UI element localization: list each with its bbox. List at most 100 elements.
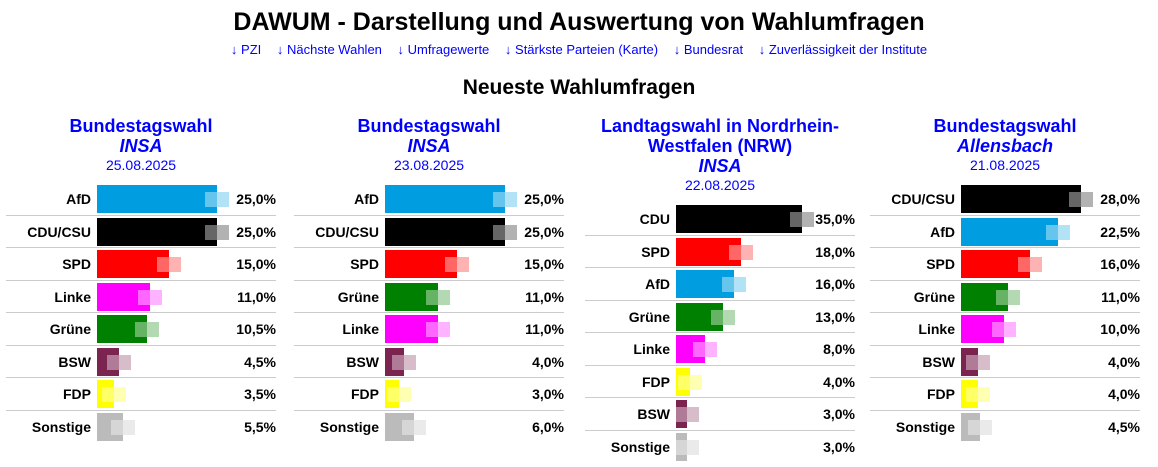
error-margin-outer xyxy=(437,289,450,305)
error-margin-inner xyxy=(425,289,438,305)
result-value: 11,0% xyxy=(525,321,564,337)
party-label: FDP xyxy=(63,386,91,402)
result-value: 11,0% xyxy=(1101,288,1140,305)
party-label: BSW xyxy=(922,353,955,370)
result-value: 10,5% xyxy=(236,321,276,337)
result-value: 25,0% xyxy=(524,191,564,207)
poll-date: 23.08.2025 xyxy=(393,157,465,173)
poll-date: 25.08.2025 xyxy=(105,157,177,173)
result-bar xyxy=(676,205,802,233)
nav-link-pzi[interactable]: ↓ PZI xyxy=(230,42,262,57)
result-row: CDU/CSU 25,0% xyxy=(294,216,564,248)
error-margin-outer xyxy=(437,322,450,337)
party-label: FDP xyxy=(642,373,670,390)
party-label: BSW xyxy=(637,406,670,422)
party-label: AfD xyxy=(66,191,91,207)
poll-title: Landtagswahl in Nordrhein-Westfalen (NRW… xyxy=(600,116,839,156)
result-row: Sonstige 3,0% xyxy=(585,431,855,463)
result-bar xyxy=(961,380,979,408)
result-value: 25,0% xyxy=(236,223,276,240)
result-bar xyxy=(961,412,981,441)
error-margin-outer xyxy=(118,354,131,370)
error-margin-outer xyxy=(722,309,735,325)
result-value: 15,0% xyxy=(236,256,276,272)
result-value: 18,0% xyxy=(815,243,855,260)
poll-title-link[interactable]: Landtagswahl in Nordrhein-Westfalen (NRW… xyxy=(585,116,855,176)
error-margin-outer xyxy=(149,289,162,305)
error-margin-outer xyxy=(978,387,991,402)
result-bar xyxy=(385,412,414,441)
result-bar xyxy=(385,217,505,246)
error-margin-outer xyxy=(740,244,753,260)
nav-link-bundesrat[interactable]: ↓ Bundesrat xyxy=(673,42,744,57)
party-label: CDU/CSU xyxy=(891,191,955,207)
result-bar xyxy=(385,185,505,213)
error-margin-outer xyxy=(1081,192,1094,207)
result-row: AfD 16,0% xyxy=(585,268,855,301)
result-value: 4,0% xyxy=(532,353,564,370)
error-margin-inner xyxy=(157,257,169,272)
error-margin-outer xyxy=(1003,322,1016,337)
result-row: CDU/CSU 25,0% xyxy=(6,216,276,248)
result-bar xyxy=(676,400,687,428)
party-label: AfD xyxy=(930,223,955,240)
result-value: 4,0% xyxy=(1108,386,1140,402)
party-label: CDU/CSU xyxy=(27,223,91,240)
result-value: 6,0% xyxy=(532,418,564,435)
error-margin-outer xyxy=(169,257,181,272)
poll-results: AfD 25,0% CDU/CSU 25,0% SPD 15,0% Linke … xyxy=(6,183,276,442)
poll-results: AfD 25,0% CDU/CSU 25,0% SPD 15,0% Grüne … xyxy=(294,183,564,442)
result-bar xyxy=(97,217,217,246)
poll-card: Landtagswahl in Nordrhein-Westfalen (NRW… xyxy=(585,116,855,462)
error-margin-inner xyxy=(392,354,405,370)
error-margin-inner xyxy=(710,309,723,325)
poll-title-link[interactable]: Bundestagswahl INSA xyxy=(294,116,564,156)
poll-date: 22.08.2025 xyxy=(684,177,756,193)
nav-link-poll-values[interactable]: ↓ Umfragewerte xyxy=(397,42,490,57)
result-bar xyxy=(97,315,148,343)
result-row: SPD 15,0% xyxy=(6,248,276,281)
result-row: FDP 3,0% xyxy=(294,378,564,411)
party-label: Linke xyxy=(342,321,379,337)
result-bar xyxy=(676,270,734,298)
party-label: AfD xyxy=(354,191,379,207)
poll-institute: INSA xyxy=(119,136,163,156)
result-value: 11,0% xyxy=(237,288,276,305)
poll-results: CDU 35,0% SPD 18,0% AfD 16,0% Grüne 13,0… xyxy=(585,203,855,462)
error-margin-outer xyxy=(217,224,229,240)
result-bar xyxy=(676,237,741,266)
error-margin-outer xyxy=(399,387,412,402)
result-bar xyxy=(97,380,114,408)
result-row: BSW 4,0% xyxy=(294,346,564,378)
result-value: 25,0% xyxy=(524,223,564,240)
error-margin-inner xyxy=(111,419,124,435)
result-row: AfD 22,5% xyxy=(870,216,1140,248)
error-margin-inner xyxy=(401,419,414,435)
party-label: CDU/CSU xyxy=(315,223,379,240)
nav-link-strongest-parties-map[interactable]: ↓ Stärkste Parteien (Karte) xyxy=(504,42,659,57)
error-margin-outer xyxy=(123,419,136,435)
poll-title-link[interactable]: Bundestagswahl INSA xyxy=(6,116,276,156)
poll-institute: INSA xyxy=(698,156,742,176)
party-label: FDP xyxy=(351,386,379,402)
poll-date: 21.08.2025 xyxy=(969,157,1041,173)
result-bar xyxy=(676,302,723,331)
poll-title: Bundestagswahl xyxy=(933,116,1077,136)
error-margin-inner xyxy=(991,322,1004,337)
nav-link-institute-reliability[interactable]: ↓ Zuverlässigkeit der Institute xyxy=(758,42,928,57)
result-row: Linke 11,0% xyxy=(6,281,276,313)
result-row: Linke 8,0% xyxy=(585,333,855,366)
poll-title-link[interactable]: Bundestagswahl Allensbach xyxy=(870,116,1140,156)
error-margin-inner xyxy=(728,244,741,260)
result-row: FDP 3,5% xyxy=(6,378,276,411)
error-margin-inner xyxy=(790,212,802,227)
result-bar xyxy=(961,315,1004,343)
party-label: SPD xyxy=(350,256,379,272)
result-value: 15,0% xyxy=(524,256,564,272)
result-value: 3,0% xyxy=(823,406,855,422)
result-row: Grüne 11,0% xyxy=(870,281,1140,313)
result-value: 13,0% xyxy=(815,308,855,325)
nav-link-next-elections[interactable]: ↓ Nächste Wahlen xyxy=(276,42,382,57)
poll-institute: INSA xyxy=(407,136,451,156)
party-label: Grüne xyxy=(337,288,379,305)
